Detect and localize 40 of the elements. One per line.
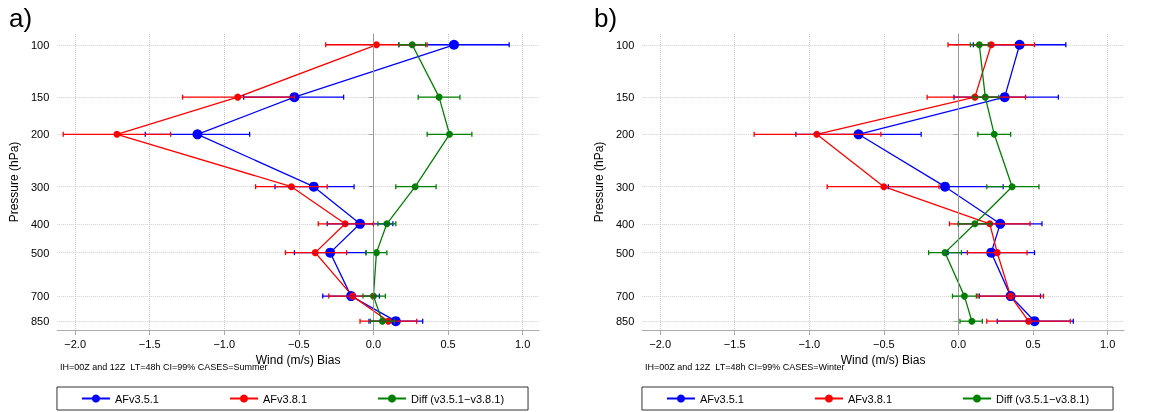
legend-label: AFv3.5.1 <box>699 392 744 405</box>
y-tick-label: 400 <box>30 217 50 230</box>
legend-label: AFv3.5.1 <box>114 392 159 405</box>
y-tick-label: 850 <box>30 315 50 328</box>
x-tick-label: −1.5 <box>723 337 746 350</box>
y-axis-title: Pressure (hPa) <box>592 141 606 223</box>
x-tick-label: −1.0 <box>213 337 236 350</box>
y-tick-label: 400 <box>615 217 635 230</box>
y-tick-label: 100 <box>30 38 50 51</box>
x-tick-label: 0.5 <box>1025 337 1041 350</box>
y-tick-label: 500 <box>30 246 50 259</box>
x-tick-label: 1.0 <box>514 337 531 350</box>
legend-label: AFv3.8.1 <box>262 392 308 405</box>
legend-label: Diff (v3.5.1−v3.8.1) <box>996 392 1090 405</box>
x-tick-label: −0.5 <box>288 337 310 350</box>
x-tick-label: −2.0 <box>649 337 672 350</box>
x-tick-label: −1.0 <box>798 337 821 350</box>
legend-label: AFv3.8.1 <box>847 392 893 405</box>
chart-title: b) <box>594 3 618 33</box>
y-tick-label: 700 <box>30 290 50 303</box>
x-tick-label: 0.0 <box>950 337 967 350</box>
y-tick-label: 150 <box>615 91 635 104</box>
y-tick-label: 500 <box>615 246 635 259</box>
y-tick-label: 700 <box>615 290 635 303</box>
y-tick-label: 200 <box>615 128 635 141</box>
chart-title: a) <box>9 3 33 33</box>
x-tick-label: 0.5 <box>440 337 456 350</box>
y-tick-label: 850 <box>615 315 635 328</box>
y-tick-label: 100 <box>615 38 635 51</box>
x-tick-label: 1.0 <box>1099 337 1116 350</box>
x-tick-label: −0.5 <box>873 337 895 350</box>
x-tick-label: 0.0 <box>365 337 382 350</box>
x-tick-label: −2.0 <box>64 337 87 350</box>
y-tick-label: 150 <box>30 91 50 104</box>
y-tick-label: 300 <box>30 180 50 193</box>
y-axis-title: Pressure (hPa) <box>7 141 21 223</box>
legend-label: Diff (v3.5.1−v3.8.1) <box>411 392 505 405</box>
x-tick-label: −1.5 <box>138 337 161 350</box>
y-tick-label: 200 <box>30 128 50 141</box>
y-tick-label: 300 <box>615 180 635 193</box>
